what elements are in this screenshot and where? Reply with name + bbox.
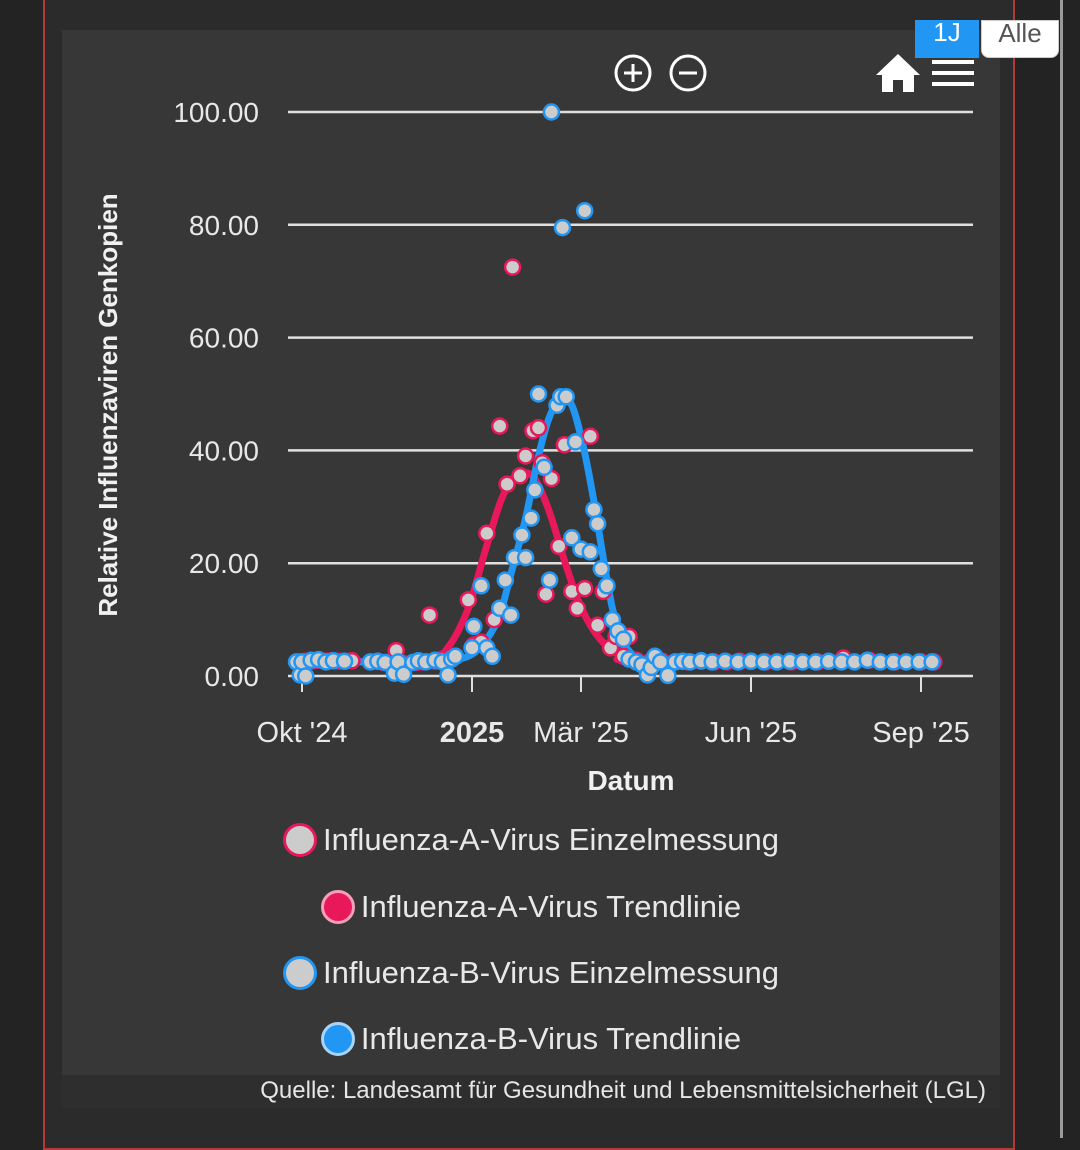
data-point [483, 647, 502, 666]
data-point [598, 577, 616, 595]
y-axis-ticks: 0.00 20.00 40.00 60.00 80.00 100.00 [173, 97, 259, 692]
legend-item-influenza-b-trendlinie[interactable]: Influenza-B-Virus Trendlinie [320, 1021, 742, 1057]
data-point [394, 665, 413, 684]
data-point [581, 427, 600, 446]
range-button-1j[interactable]: 1J [915, 19, 979, 58]
data-point [557, 388, 575, 406]
data-point [529, 419, 548, 437]
data-point [537, 585, 555, 603]
data-point [516, 447, 535, 465]
scrollbar-track[interactable] [1060, 0, 1063, 1138]
data-point [614, 630, 633, 649]
x-tick-label: Jun '25 [705, 717, 798, 749]
zoom-out-icon[interactable] [669, 54, 707, 92]
chart-card: 1J Alle [62, 19, 1059, 1108]
legend-label: Influenza-B-Virus Einzelmessung [322, 955, 780, 990]
legend-row-a-line: Influenza-A-Virus Trendlinie [62, 889, 1000, 925]
y-tick-label: 0.00 [205, 661, 260, 692]
data-point [592, 560, 611, 578]
data-point [526, 481, 544, 499]
data-point [498, 475, 516, 493]
data-point [563, 529, 581, 547]
x-tick-label: Mär '25 [533, 717, 629, 749]
data-point [553, 218, 572, 237]
data-point [659, 666, 677, 685]
x-tick-label: 2025 [440, 717, 505, 749]
x-tick-label: Sep '25 [872, 717, 969, 749]
legend-marker-a-line-icon [320, 890, 355, 924]
data-point [566, 433, 585, 451]
legend-item-influenza-a-trendlinie[interactable]: Influenza-A-Virus Trendlinie [320, 889, 742, 925]
data-point [585, 500, 603, 519]
range-button-alle[interactable]: Alle [981, 20, 1059, 58]
legend-label: Influenza-A-Virus Trendlinie [360, 889, 742, 924]
data-point [588, 514, 607, 533]
legend-row-b-scatter: Influenza-B-Virus Einzelmessung [62, 955, 1000, 991]
data-point [923, 653, 941, 671]
data-point [550, 537, 568, 556]
data-point [496, 571, 515, 589]
x-tick-label: Okt '24 [257, 717, 348, 749]
legend-item-influenza-b-einzelmessung[interactable]: Influenza-B-Virus Einzelmessung [282, 955, 780, 991]
data-point [296, 667, 315, 685]
x-axis-title: Datum [587, 765, 674, 796]
data-point [516, 548, 535, 567]
data-point [540, 571, 559, 589]
data-point [513, 526, 531, 544]
data-point [420, 606, 439, 624]
data-point [575, 201, 594, 220]
data-point [502, 606, 520, 624]
legend-row-a-scatter: Influenza-A-Virus Einzelmessung [62, 822, 1000, 858]
legend-label: Influenza-B-Virus Trendlinie [360, 1021, 742, 1056]
menu-icon[interactable] [932, 60, 974, 86]
source-footer: Quelle: Landesamt für Gesundheit und Leb… [62, 1075, 1000, 1108]
y-tick-label: 60.00 [189, 323, 259, 354]
legend-label: Influenza-A-Virus Einzelmessung [322, 822, 780, 857]
legend-marker-b-scatter-icon [282, 956, 317, 990]
data-point [568, 599, 587, 618]
y-tick-label: 100.00 [173, 97, 259, 128]
legend-item-influenza-a-einzelmessung[interactable]: Influenza-A-Virus Einzelmessung [282, 822, 780, 858]
gridlines [288, 110, 973, 678]
legend-marker-a-scatter-icon [282, 823, 317, 857]
data-point [542, 103, 561, 121]
y-axis-title: Relative Influenzaviren Genkopien [93, 193, 123, 616]
data-point [465, 617, 483, 636]
data-point [335, 652, 354, 671]
data-point [439, 666, 457, 684]
data-point [575, 579, 594, 598]
data-point [511, 467, 529, 485]
data-point [503, 258, 522, 276]
zoom-in-icon[interactable] [614, 54, 652, 92]
home-icon[interactable] [876, 54, 920, 92]
data-point [535, 458, 553, 477]
legend-marker-b-line-icon [320, 1022, 355, 1056]
data-point [522, 509, 540, 527]
data-point [463, 639, 481, 657]
data-point [529, 385, 548, 403]
data-point [588, 616, 607, 634]
data-point [459, 591, 478, 609]
data-point [581, 543, 600, 561]
data-point [490, 417, 509, 435]
data-point [478, 524, 496, 543]
legend-row-b-line: Influenza-B-Virus Trendlinie [62, 1021, 1000, 1057]
scatter-points [287, 103, 943, 685]
data-point [446, 647, 465, 666]
y-tick-label: 20.00 [189, 548, 259, 579]
data-point [472, 577, 490, 595]
x-axis: Okt '24 2025 Mär '25 Jun '25 Sep '25 [257, 676, 970, 749]
source-credit: Quelle: Landesamt für Gesundheit und Leb… [260, 1077, 986, 1104]
y-tick-label: 80.00 [189, 210, 259, 241]
y-tick-label: 40.00 [189, 435, 259, 466]
